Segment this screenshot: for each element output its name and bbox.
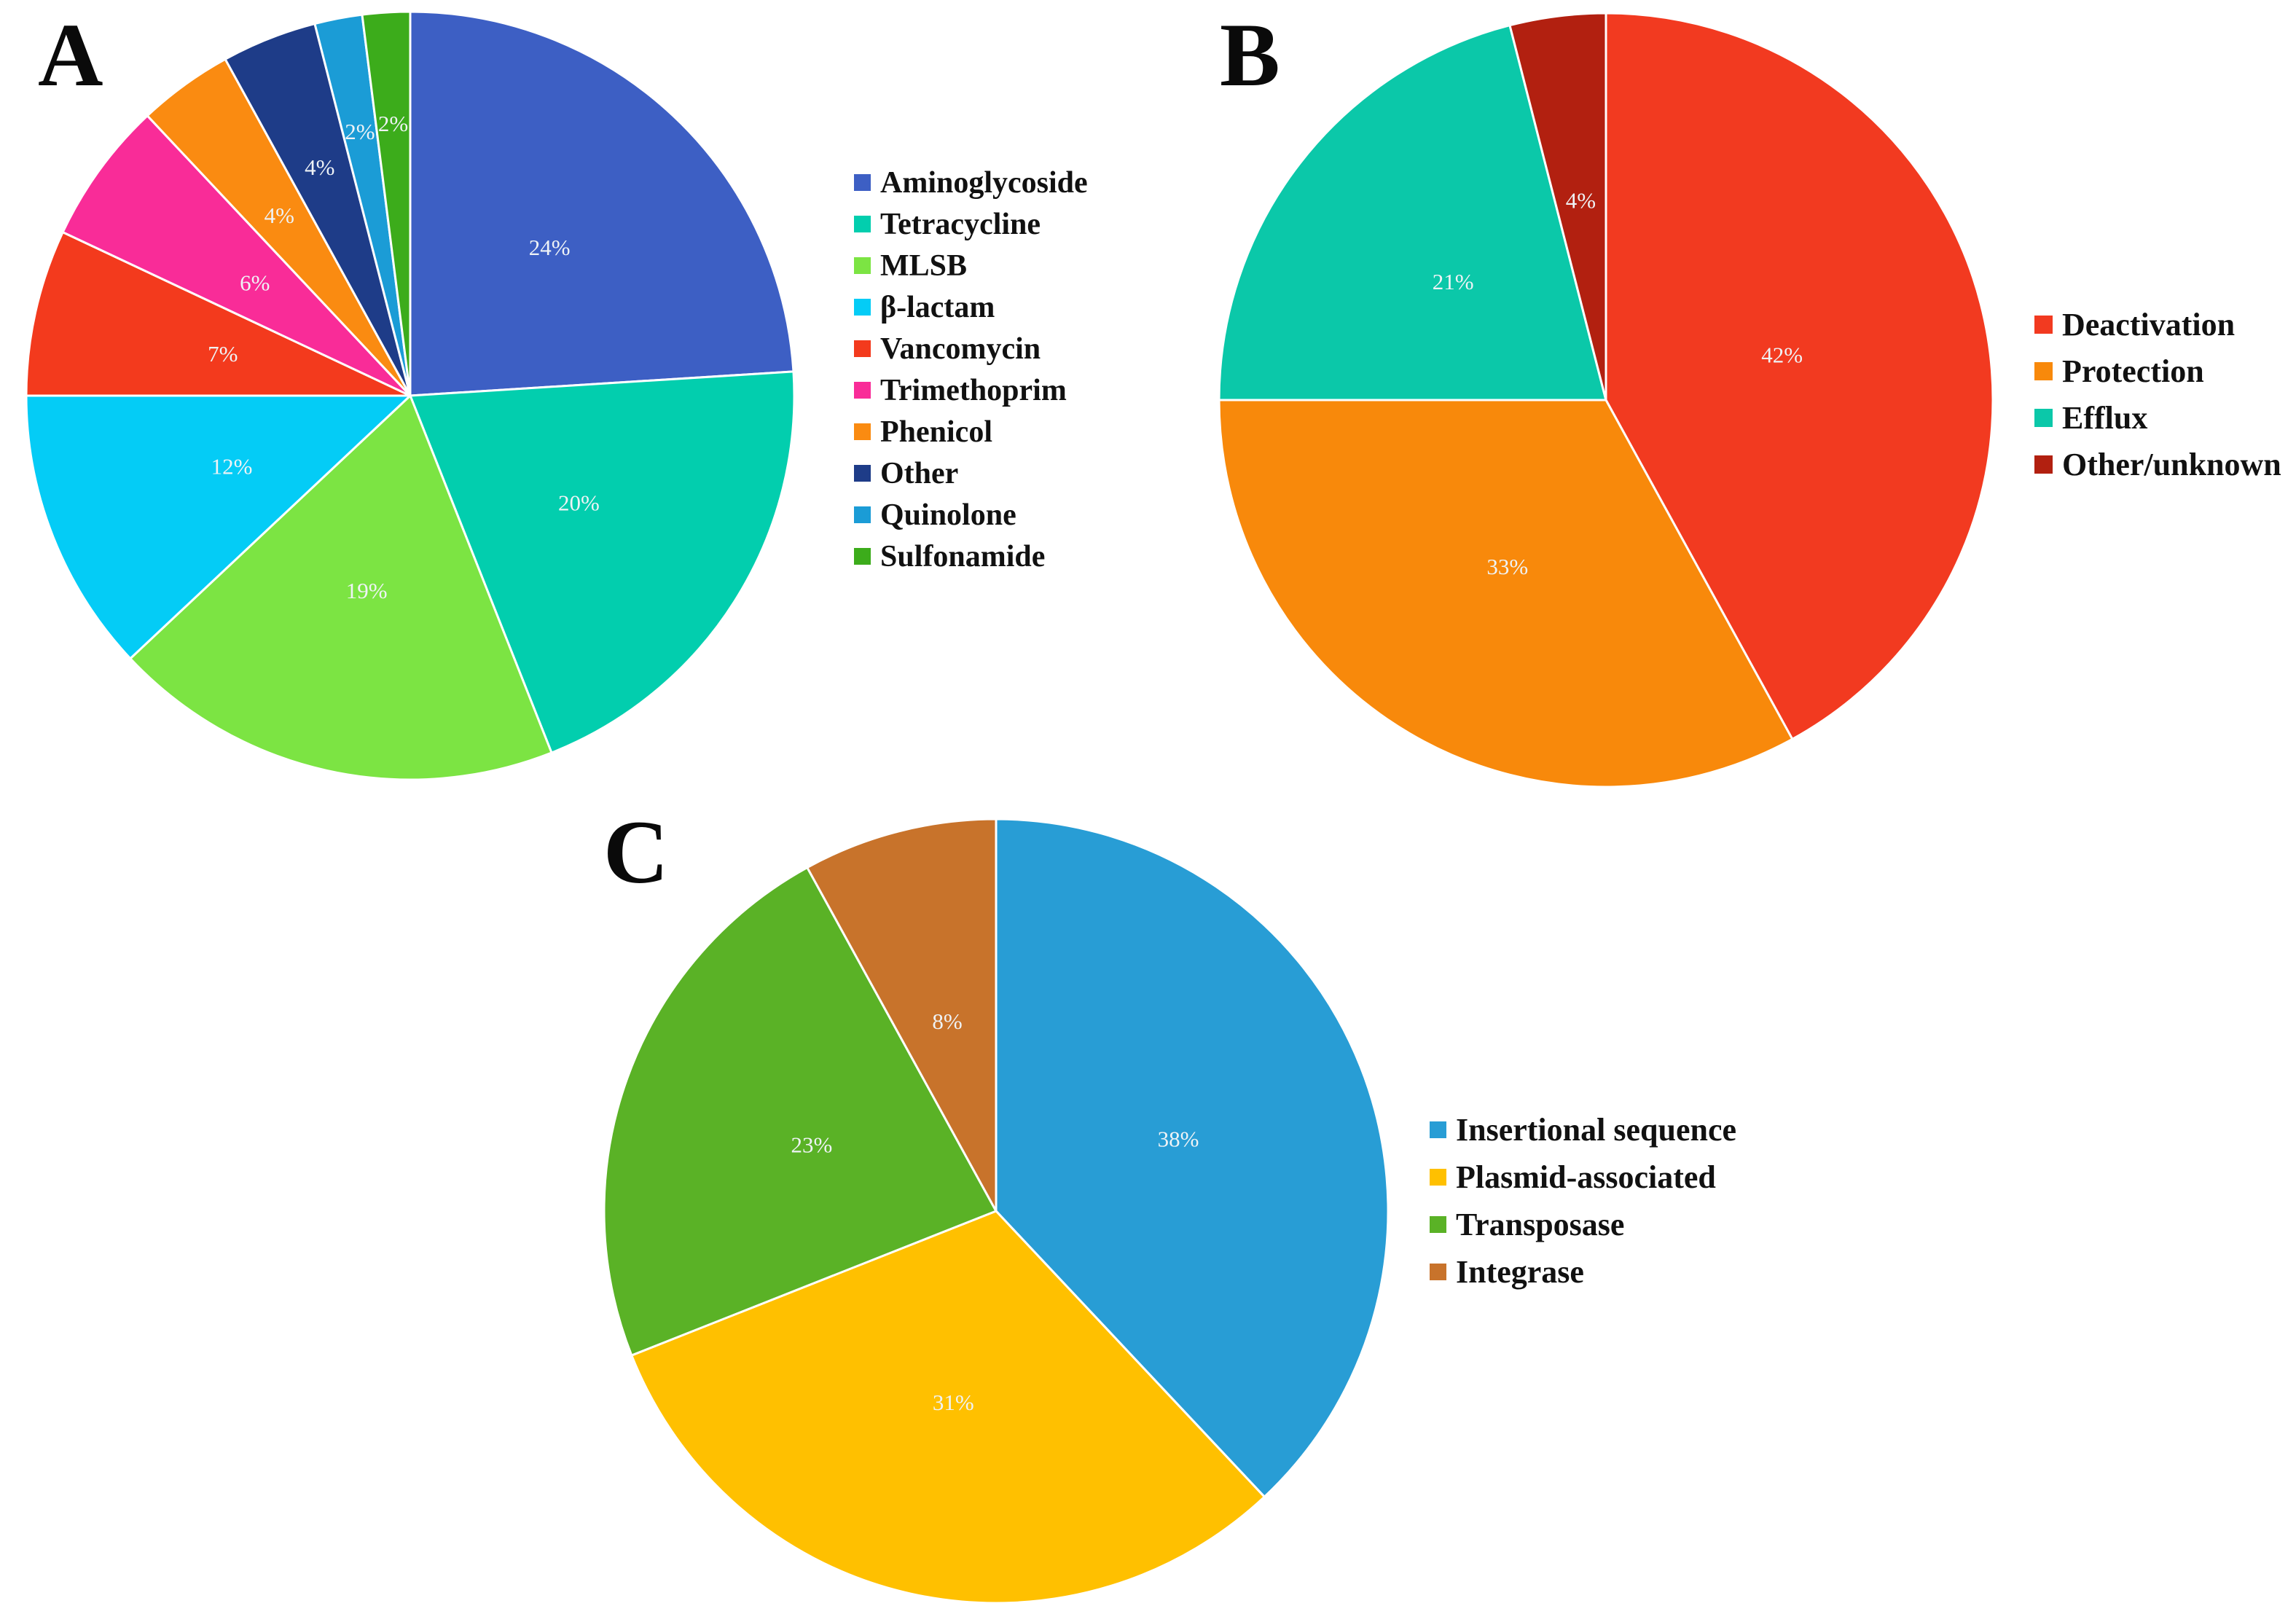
legend-swatch: [854, 548, 871, 565]
pie-slice-vancomycin: [25, 231, 412, 397]
legend-label: Other: [880, 456, 959, 490]
legend-item: Sulfonamide: [854, 536, 1088, 577]
pie-slice-aminoglycoside: [409, 10, 795, 397]
pie-slice-deactivation: [1605, 12, 1994, 740]
legend-swatch: [854, 382, 871, 399]
pie-slice-efflux: [1218, 24, 1607, 402]
slice-value-label: 12%: [211, 454, 253, 479]
slice-value-label: 23%: [791, 1132, 832, 1157]
legend-swatch: [854, 340, 871, 357]
legend-item: Other/unknown: [2034, 441, 2281, 487]
slice-value-label: 31%: [933, 1390, 974, 1415]
legend-label: Tetracycline: [880, 207, 1041, 241]
slice-value-label: 4%: [1566, 188, 1596, 214]
legend-item: Insertional sequence: [1430, 1106, 1736, 1153]
legend-item: Integrase: [1430, 1248, 1736, 1296]
legend-label: Integrase: [1456, 1254, 1584, 1290]
legend-swatch: [2034, 408, 2053, 427]
legend-item: Aminoglycoside: [854, 162, 1088, 203]
legend-swatch: [854, 216, 871, 232]
legend-item: Deactivation: [2034, 301, 2281, 348]
legend-item: Plasmid-associated: [1430, 1153, 1736, 1201]
slice-value-label: 42%: [1761, 342, 1803, 367]
slice-value-label: 20%: [558, 490, 600, 515]
legend-item: Vancomycin: [854, 328, 1088, 369]
legend-swatch: [854, 506, 871, 523]
slice-value-label: 19%: [346, 578, 388, 603]
pie-slice-transposase: [603, 866, 998, 1357]
legend-swatch: [1430, 1169, 1446, 1186]
legend-label: Deactivation: [2062, 306, 2236, 342]
legend-item: MLSB: [854, 245, 1088, 286]
legend-item: Phenicol: [854, 411, 1088, 453]
legend-label: β-lactam: [880, 290, 995, 324]
slice-value-label: 2%: [378, 111, 408, 136]
legend-swatch: [2034, 361, 2053, 380]
legend-swatch: [1430, 1216, 1446, 1233]
pie-chart-c: 38% 31% 23% 8%: [603, 818, 1390, 1605]
pie-slice-trimethoprim: [61, 114, 412, 397]
legend-swatch: [2034, 455, 2053, 474]
pie-slice-sulfonamide: [361, 10, 412, 397]
legend-item: Trimethoprim: [854, 369, 1088, 411]
legend-item: Quinolone: [854, 494, 1088, 536]
legend-resistance-mechanisms: Deactivation Protection Efflux Other/unknow…: [2034, 301, 2281, 487]
legend-item: β-lactam: [854, 286, 1088, 328]
slice-value-label: 33%: [1486, 554, 1528, 579]
slice-value-label: 4%: [305, 154, 334, 180]
legend-item: Protection: [2034, 348, 2281, 394]
pie-slice-protection: [1218, 399, 1794, 788]
panel-label-b: B: [1220, 5, 1280, 105]
slice-value-label: 2%: [345, 119, 375, 144]
legend-label: Efflux: [2062, 399, 2148, 436]
legend-swatch: [1430, 1121, 1446, 1138]
legend-label: Sulfonamide: [880, 539, 1046, 573]
legend-label: Other/unknown: [2062, 446, 2281, 482]
pie-chart-a: 24% 20% 19% 12% 7% 6% 4% 4% 2% 2%: [25, 10, 796, 781]
legend-item: Efflux: [2034, 394, 2281, 441]
slice-value-label: 7%: [208, 341, 238, 367]
slice-value-label: 8%: [932, 1008, 962, 1034]
legend-mobile-elements: Insertional sequence Plasmid-associated Tr…: [1430, 1106, 1736, 1296]
slice-value-label: 21%: [1433, 269, 1474, 294]
legend-swatch: [854, 257, 871, 274]
legend-label: Transposase: [1456, 1207, 1625, 1242]
legend-label: Vancomycin: [880, 332, 1041, 366]
legend-item: Tetracycline: [854, 203, 1088, 245]
slice-value-label: 24%: [529, 235, 571, 260]
pie-chart-b: 42% 33% 21% 4%: [1218, 12, 1994, 788]
legend-label: Plasmid-associated: [1456, 1159, 1716, 1195]
legend-label: Aminoglycoside: [880, 165, 1088, 200]
legend-item: Other: [854, 453, 1088, 494]
panel-label-a: A: [38, 5, 103, 105]
slice-value-label: 6%: [240, 270, 270, 296]
legend-swatch: [854, 174, 871, 191]
slice-value-label: 38%: [1158, 1127, 1199, 1152]
legend-swatch: [1430, 1264, 1446, 1280]
legend-label: Phenicol: [880, 415, 992, 449]
pie-slice-integrase: [806, 818, 998, 1213]
legend-antibiotic-classes: Aminoglycoside Tetracycline MLSB β-lactam Va…: [854, 162, 1088, 577]
pie-slice-tetracycline: [409, 370, 796, 754]
pie-slice-other-unknown: [1508, 12, 1607, 402]
panel-label-c: C: [603, 802, 669, 902]
pie-slice-insertional-sequence: [995, 818, 1390, 1498]
legend-label: Protection: [2062, 353, 2204, 389]
pie-slice-plasmid-associated: [630, 1210, 1266, 1605]
legend-item: Transposase: [1430, 1201, 1736, 1248]
legend-swatch: [854, 423, 871, 440]
pie-slice-mlsb: [129, 394, 553, 781]
legend-swatch: [854, 465, 871, 482]
legend-swatch: [854, 299, 871, 316]
legend-label: Insertional sequence: [1456, 1112, 1736, 1148]
slice-value-label: 4%: [265, 203, 294, 228]
legend-label: Quinolone: [880, 498, 1016, 532]
legend-swatch: [2034, 315, 2053, 334]
legend-label: Trimethoprim: [880, 373, 1067, 407]
legend-label: MLSB: [880, 248, 968, 283]
pie-slice--lactam: [25, 394, 412, 660]
